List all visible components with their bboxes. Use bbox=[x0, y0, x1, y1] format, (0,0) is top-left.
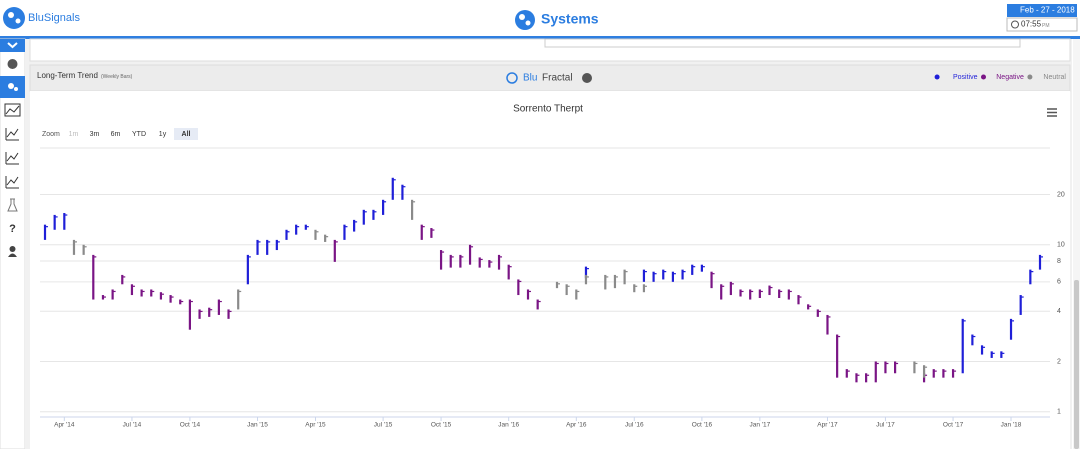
panel-header bbox=[29, 64, 1071, 92]
zoom-button-label[interactable]: 3m bbox=[90, 131, 100, 138]
logo-dot bbox=[15, 18, 21, 24]
x-tick-label: Oct '15 bbox=[431, 422, 452, 429]
gear-icon bbox=[8, 83, 14, 89]
legend-label[interactable]: Positive bbox=[953, 74, 978, 81]
page-title: Systems bbox=[541, 11, 599, 27]
user-icon[interactable] bbox=[9, 246, 16, 252]
upper-input bbox=[544, 38, 1021, 48]
info-icon[interactable] bbox=[582, 73, 592, 83]
gear-icon bbox=[14, 87, 18, 91]
clock-icon bbox=[1011, 20, 1019, 29]
y-tick-label: 8 bbox=[1057, 258, 1061, 265]
logo-icon[interactable] bbox=[3, 7, 25, 29]
x-tick-label: Jul '16 bbox=[625, 422, 644, 429]
header-rule bbox=[0, 36, 1080, 39]
brand-fractal: Fractal bbox=[542, 73, 573, 84]
logo-text[interactable]: BluSignals bbox=[28, 12, 80, 24]
x-tick-label: Jan '16 bbox=[498, 422, 519, 429]
trend-icon[interactable] bbox=[5, 176, 19, 189]
help-icon[interactable]: ? bbox=[9, 223, 16, 235]
legend-label[interactable]: Negative bbox=[996, 74, 1024, 81]
y-tick-label: 6 bbox=[1057, 279, 1061, 286]
zoom-button-label[interactable]: 6m bbox=[111, 131, 121, 138]
zoom-button-label[interactable]: YTD bbox=[132, 131, 146, 138]
y-tick-label: 2 bbox=[1057, 358, 1061, 365]
trend-icon[interactable] bbox=[5, 128, 19, 141]
zoom-button-label[interactable]: 1m bbox=[69, 131, 79, 138]
x-tick-label: Jan '15 bbox=[247, 422, 268, 429]
x-tick-label: Oct '16 bbox=[692, 422, 713, 429]
x-tick-label: Oct '17 bbox=[943, 422, 964, 429]
zoom-button[interactable] bbox=[127, 128, 151, 140]
y-tick-label: 4 bbox=[1057, 308, 1061, 315]
x-tick-label: Jan '17 bbox=[749, 422, 770, 429]
scrollbar-thumb[interactable] bbox=[1074, 280, 1079, 449]
date: Feb - 27 - 2018 bbox=[1020, 6, 1075, 15]
brand-icon bbox=[506, 72, 518, 84]
time-badge bbox=[1006, 17, 1078, 32]
y-tick-label: 1 bbox=[1057, 409, 1061, 416]
zoom-label: Zoom bbox=[42, 131, 60, 138]
zoom-button[interactable] bbox=[64, 128, 83, 140]
y-tick-label: 10 bbox=[1057, 242, 1065, 249]
sidebar-toggle[interactable] bbox=[0, 39, 25, 52]
x-tick-label: Apr '17 bbox=[817, 422, 838, 429]
x-tick-label: Jul '15 bbox=[374, 422, 393, 429]
systems-icon-gear bbox=[519, 14, 525, 20]
zoom-button[interactable] bbox=[106, 128, 125, 140]
chart-title: Sorrento Therpt bbox=[513, 104, 583, 115]
zoom-button[interactable] bbox=[174, 128, 198, 140]
chart-nav-line bbox=[5, 105, 20, 115]
panel-subtitle: (Weekly Bars) bbox=[101, 74, 133, 80]
systems-icon bbox=[515, 10, 535, 30]
time-suffix: PM bbox=[1042, 23, 1050, 29]
zoom-button-label[interactable]: All bbox=[182, 131, 191, 138]
chart-menu[interactable] bbox=[1047, 108, 1057, 117]
y-tick-label: 20 bbox=[1057, 191, 1065, 198]
scrollbar-track bbox=[1073, 39, 1080, 449]
x-tick-label: Apr '16 bbox=[566, 422, 587, 429]
legend-label[interactable]: Neutral bbox=[1043, 74, 1066, 81]
legend-dot[interactable] bbox=[934, 74, 940, 80]
user-icon-body bbox=[8, 253, 17, 257]
panel-title: Long-Term Trend bbox=[37, 71, 98, 80]
x-tick-label: Jul '14 bbox=[123, 422, 142, 429]
header bbox=[0, 0, 1080, 37]
chart-nav[interactable] bbox=[4, 103, 21, 117]
lab-icon[interactable] bbox=[7, 198, 18, 212]
chart-card bbox=[30, 91, 1070, 449]
legend-dot[interactable] bbox=[981, 74, 986, 80]
date-badge[interactable] bbox=[1007, 4, 1077, 17]
systems-icon-gear bbox=[525, 20, 531, 26]
brand-blu: Blu bbox=[523, 73, 537, 84]
x-tick-label: Jul '17 bbox=[876, 422, 895, 429]
dashboard-icon[interactable] bbox=[7, 59, 18, 69]
logo-dot bbox=[8, 12, 14, 18]
zoom-button[interactable] bbox=[153, 128, 172, 140]
zoom-button-label[interactable]: 1y bbox=[159, 131, 167, 138]
zoom-button[interactable] bbox=[85, 128, 104, 140]
trend-icon[interactable] bbox=[5, 152, 19, 165]
legend-dot[interactable] bbox=[1027, 74, 1033, 80]
x-tick-label: Jan '18 bbox=[1001, 422, 1022, 429]
x-tick-label: Apr '14 bbox=[54, 422, 75, 429]
sidebar bbox=[0, 38, 26, 449]
x-tick-label: Apr '15 bbox=[305, 422, 326, 429]
x-tick-label: Oct '14 bbox=[180, 422, 201, 429]
time: 07:55 bbox=[1021, 20, 1042, 29]
chevron bbox=[7, 42, 18, 49]
